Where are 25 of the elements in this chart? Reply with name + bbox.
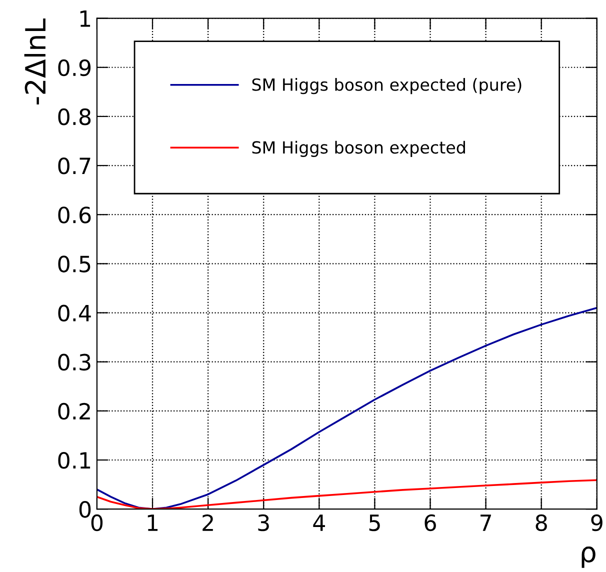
x-tick-label: 3 <box>258 514 269 532</box>
x-tick-label: 1 <box>148 514 158 531</box>
x-tick-label: 6 <box>424 514 436 532</box>
y-tick-label: 0.6 <box>58 206 91 224</box>
y-tick-label: 1 <box>80 10 90 27</box>
x-tick-label: 9 <box>591 514 602 532</box>
x-axis-title: ρ <box>582 546 596 568</box>
x-tick-label: 2 <box>202 514 213 531</box>
y-tick-label: 0.8 <box>58 108 91 126</box>
x-tick-label: 0 <box>91 514 103 532</box>
y-tick-label: 0.5 <box>58 256 90 272</box>
y-axis-title: -2ΔlnL <box>24 18 46 104</box>
x-tick-label: 8 <box>536 514 547 532</box>
x-tick-label: 5 <box>369 514 380 532</box>
x-tick-label: 4 <box>313 514 325 531</box>
y-tick-label: 0.7 <box>58 157 90 174</box>
legend-label: SM Higgs boson expected (pure) <box>252 78 522 94</box>
legend-label: SM Higgs boson expected <box>252 140 465 157</box>
x-tick-label: 7 <box>480 514 491 531</box>
y-tick-label: 0.4 <box>58 304 91 322</box>
y-tick-label: 0.3 <box>58 354 90 371</box>
y-tick-label: 0 <box>79 501 91 518</box>
y-tick-label: 0.1 <box>58 452 90 469</box>
y-tick-label: 0.9 <box>58 59 91 76</box>
y-tick-label: 0.2 <box>58 402 90 420</box>
